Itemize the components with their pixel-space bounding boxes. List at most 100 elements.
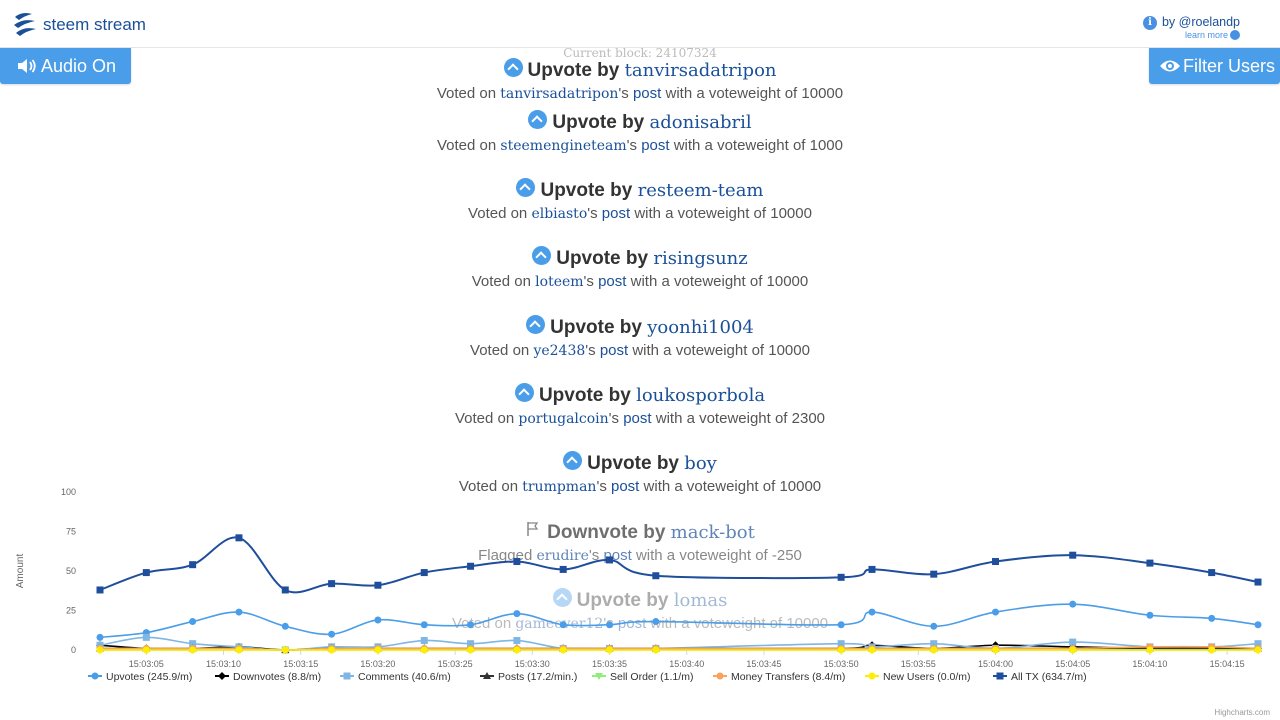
data-point: [1254, 646, 1262, 654]
y-axis-title: Amount: [15, 554, 26, 589]
possessive: 's: [618, 85, 629, 102]
legend-item[interactable]: Upvotes (245.9/m): [106, 671, 192, 683]
legend-marker: [996, 672, 1004, 680]
audio-toggle-button[interactable]: Audio On: [0, 48, 131, 84]
author-link[interactable]: by @roelandp: [1161, 15, 1240, 29]
voter-link[interactable]: adonisabril: [649, 112, 752, 133]
entry-action: Upvote by: [550, 317, 642, 338]
upvote-icon: [563, 451, 583, 470]
author-link[interactable]: erudire: [536, 548, 589, 564]
post-link[interactable]: post: [617, 615, 647, 632]
author-link[interactable]: ye2438: [533, 343, 586, 359]
transactions-chart[interactable]: 0 25 50 75 100 Amount 15:03:05 15:03:10 15:03:15…: [0, 480, 1280, 720]
data-point: [606, 646, 614, 654]
possessive: 's: [608, 410, 620, 427]
upvote-icon: [552, 588, 572, 607]
x-tick-label: 15:03:25: [438, 659, 473, 669]
data-point: [420, 637, 428, 645]
entry-verb: Voted on: [437, 137, 497, 154]
filter-button-label: Filter Users: [1183, 56, 1276, 76]
voter-link[interactable]: loukosporbola: [636, 385, 766, 406]
data-point: [606, 621, 614, 629]
voteweight-text: with a voteweight of 10000: [643, 478, 822, 495]
voter-link[interactable]: tanvirsadatripon: [624, 60, 777, 81]
post-link[interactable]: post: [632, 85, 662, 102]
stream-entry: Upvote by risingsunz Voted on loteem's p…: [0, 246, 1280, 290]
entry-action: Upvote by: [538, 385, 631, 406]
legend-item[interactable]: Money Transfers (8.4/m): [731, 671, 845, 683]
legend-item[interactable]: All TX (634.7/m): [1011, 671, 1087, 683]
brand-name[interactable]: steem stream: [43, 15, 146, 34]
data-point: [235, 608, 243, 616]
post-link[interactable]: post: [623, 410, 652, 427]
legend-marker: [868, 672, 876, 680]
entry-verb: Voted on: [468, 205, 528, 222]
upvote-icon: [516, 178, 536, 197]
post-link[interactable]: post: [601, 205, 631, 222]
data-point: [142, 646, 150, 654]
post-link[interactable]: post: [641, 137, 670, 154]
voter-link[interactable]: yoonhi1004: [647, 317, 754, 338]
y-tick-label: 100: [61, 487, 76, 497]
data-point: [467, 646, 475, 654]
data-point: [868, 646, 876, 654]
data-point: [467, 562, 475, 570]
data-point: [868, 565, 876, 573]
entry-verb: Voted on: [454, 410, 515, 427]
author-link[interactable]: portugalcoin: [518, 411, 609, 427]
legend-item[interactable]: New Users (0.0/m): [883, 671, 971, 683]
data-point: [281, 646, 289, 654]
learn-more-link[interactable]: learn more: [1185, 30, 1229, 40]
data-point: [235, 534, 243, 542]
x-tick-label: 15:04:10: [1132, 659, 1167, 669]
data-point: [1254, 640, 1262, 648]
entry-action: Upvote by: [527, 60, 620, 81]
data-point: [868, 608, 876, 616]
data-point: [96, 633, 104, 641]
voter-link[interactable]: boy: [684, 453, 717, 474]
legend-item[interactable]: Comments (40.6/m): [358, 671, 451, 683]
data-point: [142, 569, 150, 577]
voter-link[interactable]: resteem-team: [637, 180, 764, 201]
highcharts-credit[interactable]: Highcharts.com: [1214, 708, 1270, 717]
author-link[interactable]: tanvirsadatripon: [500, 86, 619, 102]
author-link[interactable]: loteem: [535, 274, 584, 290]
x-tick-label: 15:03:05: [129, 659, 164, 669]
post-link[interactable]: post: [599, 342, 629, 359]
filter-users-button[interactable]: Filter Users: [1149, 48, 1280, 84]
data-point: [420, 646, 428, 654]
steem-logo-icon[interactable]: [12, 10, 38, 38]
legend-marker: [91, 672, 99, 680]
author-link[interactable]: trumpman: [522, 479, 597, 495]
voter-link[interactable]: risingsunz: [653, 248, 748, 269]
data-point: [930, 570, 938, 578]
x-tick-label: 15:03:15: [283, 659, 318, 669]
post-link[interactable]: post: [611, 478, 640, 495]
x-tick-label: 15:03:30: [515, 659, 550, 669]
voteweight-text: with a voteweight of 10000: [632, 342, 810, 359]
author-link[interactable]: steemengineteam: [500, 138, 627, 154]
legend-item[interactable]: Posts (17.2/min.): [498, 671, 577, 683]
legend-item[interactable]: Sell Order (1.1/m): [610, 671, 693, 683]
entry-verb: Voted on: [458, 478, 519, 495]
legend-marker: [343, 672, 351, 680]
legend-item[interactable]: Downvotes (8.8/m): [233, 671, 321, 683]
voter-link[interactable]: lomas: [673, 590, 728, 611]
post-link[interactable]: post: [598, 273, 627, 290]
legend-marker: [218, 672, 226, 680]
data-point: [652, 618, 660, 626]
audio-button-label: Audio On: [41, 56, 117, 76]
x-tick-label: 15:03:35: [592, 659, 627, 669]
data-point: [992, 608, 1000, 616]
app-header: steem stream i by @roelandp learn more: [0, 0, 1280, 48]
x-tick-label: 15:04:05: [1055, 659, 1090, 669]
data-point: [1146, 646, 1154, 654]
data-point: [1069, 646, 1077, 654]
learn-more-icon[interactable]: [1230, 30, 1240, 40]
author-link[interactable]: elbiasto: [531, 206, 588, 222]
x-tick-label: 15:04:00: [978, 659, 1013, 669]
voter-link[interactable]: mack-bot: [670, 522, 755, 543]
data-point: [513, 558, 521, 566]
possessive: 's: [626, 137, 638, 154]
info-icon[interactable]: i: [1143, 16, 1157, 30]
